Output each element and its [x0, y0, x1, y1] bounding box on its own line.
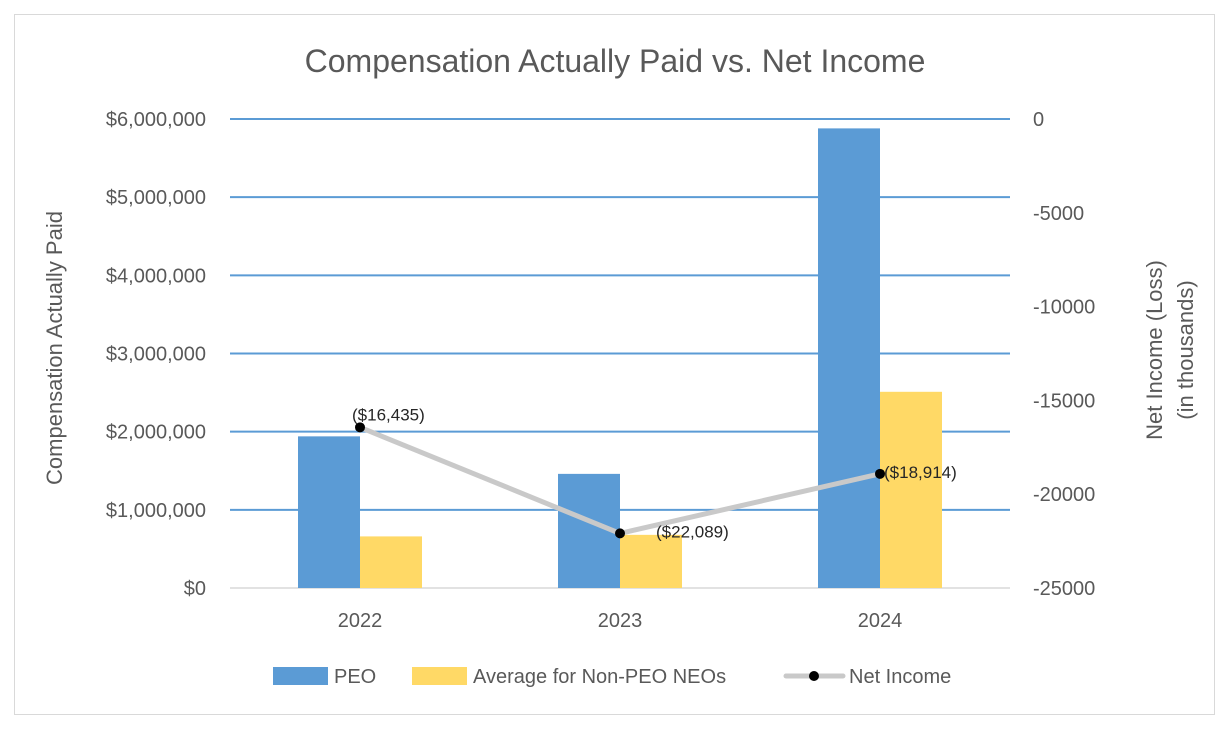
legend-swatch-net-income-marker: [809, 671, 819, 681]
bar-peo-2024: [818, 128, 880, 588]
bar-non-peo-2024: [880, 391, 942, 588]
y2-axis-label-line2: (in thousands): [1173, 280, 1198, 419]
legend-swatch-non-peo: [412, 667, 467, 685]
bar-non-peo-2022: [360, 536, 422, 588]
y-tick-label: $4,000,000: [106, 265, 206, 287]
x-tick-label: 2023: [598, 610, 643, 632]
net-income-marker: [615, 528, 625, 539]
x-tick-label: 2022: [338, 610, 383, 632]
legend-label-peo: PEO: [334, 666, 376, 688]
net-income-data-label: ($16,435): [352, 405, 425, 424]
y-axis-label: Compensation Actually Paid: [42, 211, 67, 485]
x-axis-ticks: 2022 2023 2024: [338, 610, 903, 632]
y2-tick-label: -5000: [1033, 203, 1084, 225]
right-axis-ticks: -25000 -20000 -15000 -10000 -5000 0: [1033, 109, 1095, 600]
y2-tick-label: -15000: [1033, 390, 1095, 412]
y2-tick-label: -20000: [1033, 484, 1095, 506]
bar-peo-2022: [298, 436, 360, 588]
legend: PEO Average for Non-PEO NEOs Net Income: [273, 666, 951, 688]
y-tick-label: $2,000,000: [106, 422, 206, 444]
chart-title: Compensation Actually Paid vs. Net Incom…: [305, 43, 926, 79]
y-tick-label: $6,000,000: [106, 109, 206, 131]
y2-axis-label-line1: Net Income (Loss): [1142, 260, 1167, 440]
y-tick-label: $1,000,000: [106, 500, 206, 522]
left-axis-ticks: $0 $1,000,000 $2,000,000 $3,000,000 $4,000,0…: [106, 109, 206, 600]
y-tick-label: $0: [184, 578, 206, 600]
legend-label-non-peo: Average for Non-PEO NEOs: [473, 666, 726, 688]
net-income-data-label: ($22,089): [656, 522, 729, 541]
net-income-marker: [355, 422, 365, 433]
bar-non-peo-2023: [620, 534, 682, 588]
y2-tick-label: -25000: [1033, 578, 1095, 600]
legend-label-net-income: Net Income: [849, 666, 951, 688]
net-income-line: ($16,435) ($22,089) ($18,914): [352, 405, 957, 541]
y-tick-label: $5,000,000: [106, 187, 206, 209]
bars: [298, 128, 942, 588]
net-income-data-label: ($18,914): [884, 463, 957, 482]
y-tick-label: $3,000,000: [106, 344, 206, 366]
y2-tick-label: -10000: [1033, 297, 1095, 319]
legend-swatch-peo: [273, 667, 328, 685]
chart-frame: [14, 14, 1215, 715]
x-tick-label: 2024: [858, 610, 903, 632]
net-income-marker: [875, 468, 885, 479]
y2-tick-label: 0: [1033, 109, 1044, 131]
